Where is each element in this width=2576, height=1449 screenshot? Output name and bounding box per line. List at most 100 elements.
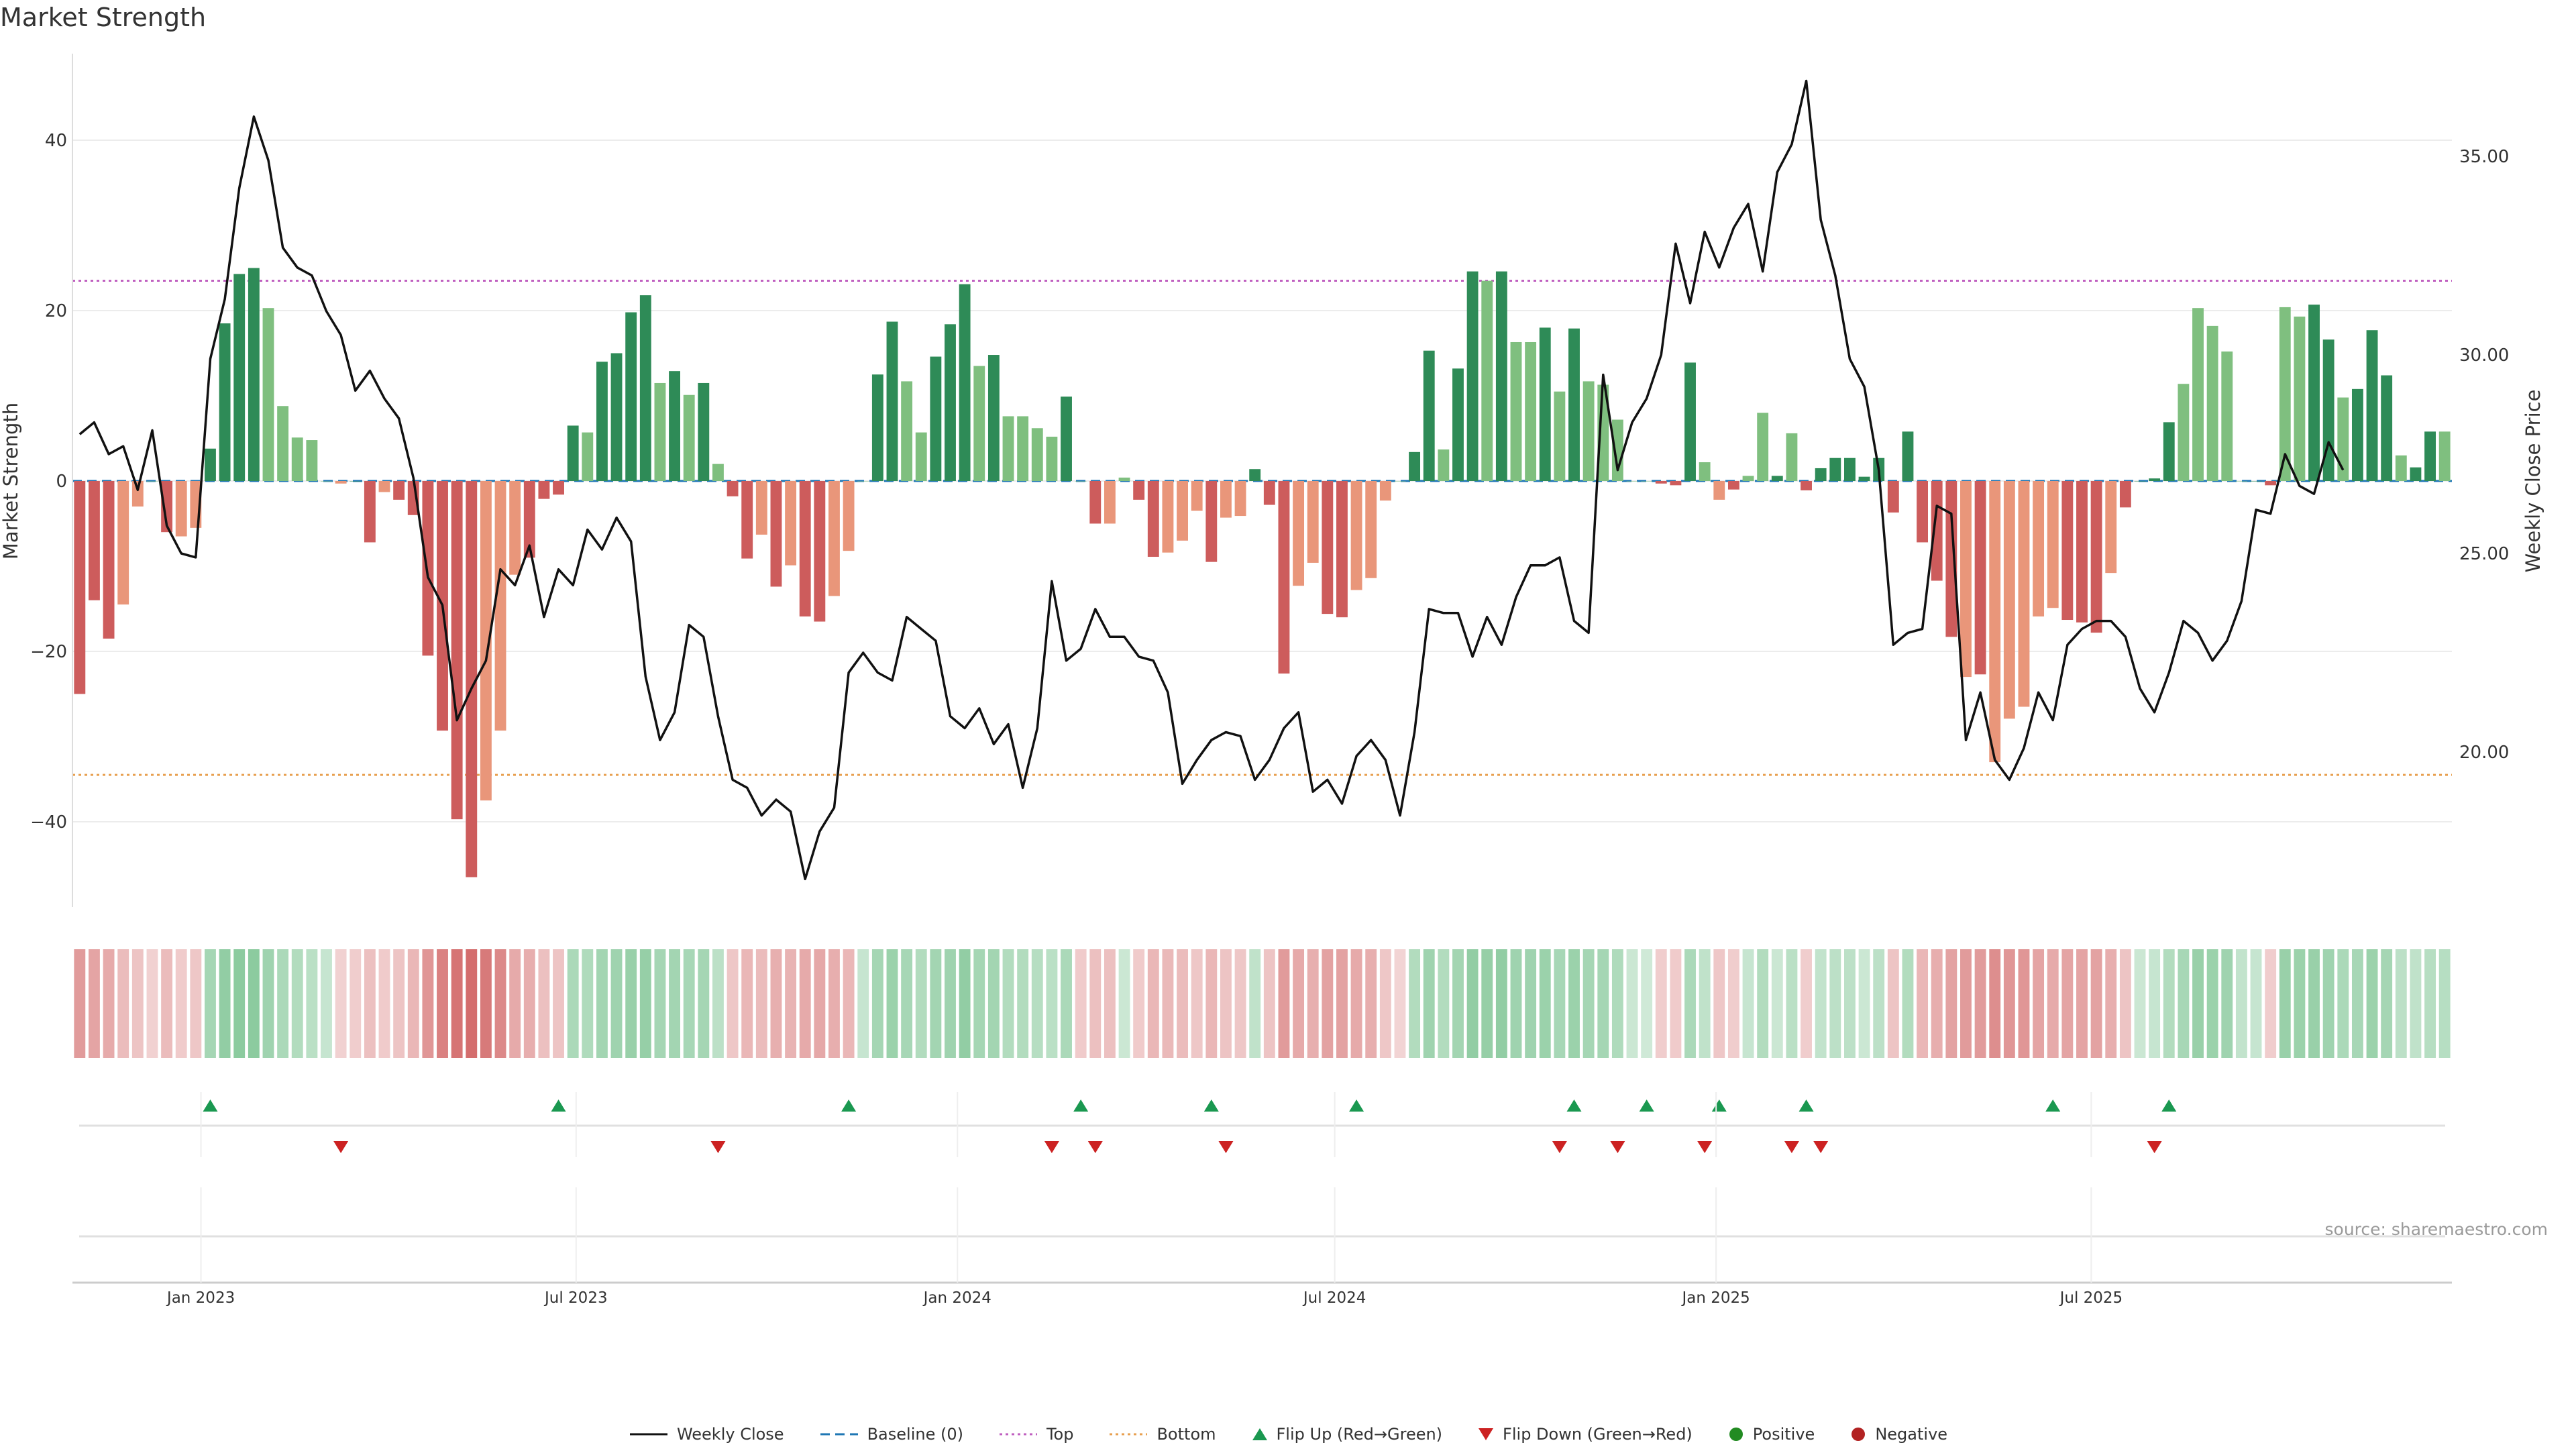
heat-cell: [2294, 949, 2306, 1058]
strength-bar: [2337, 397, 2349, 481]
heat-cell: [2322, 949, 2334, 1058]
strength-bar: [1263, 481, 1275, 505]
heat-cell: [1089, 949, 1102, 1058]
flip-down-marker: [1044, 1141, 1059, 1153]
strength-bar: [1452, 368, 1464, 481]
heat-cell: [1278, 949, 1290, 1058]
legend-item: Flip Down (Green→Red): [1477, 1424, 1693, 1444]
flip-down-marker: [1784, 1141, 1799, 1153]
strength-bar: [987, 355, 1000, 481]
strength-bar: [610, 353, 623, 481]
strength-bar: [1844, 458, 1856, 481]
strength-bar: [945, 324, 956, 481]
flip-up-marker: [1566, 1099, 1582, 1112]
heat-cell: [277, 949, 289, 1058]
strength-bar: [1336, 481, 1348, 618]
strength-bar: [1322, 481, 1334, 614]
heat-cell: [2395, 949, 2407, 1058]
heat-cell: [712, 949, 724, 1058]
heat-cell: [1118, 949, 1130, 1058]
heat-cell: [2018, 949, 2030, 1058]
strength-bar: [727, 481, 739, 496]
heat-cell: [1409, 949, 1421, 1058]
heat-cell: [2337, 949, 2349, 1058]
weekly-close-polyline: [78, 79, 2345, 881]
strength-bar: [350, 481, 362, 482]
strength-bar: [1655, 481, 1667, 484]
heat-cell: [2163, 949, 2175, 1058]
heat-cell: [1960, 949, 1972, 1058]
flip-up-marker: [2045, 1099, 2061, 1112]
flip-up-marker: [203, 1099, 218, 1112]
flip-up-marker: [551, 1099, 566, 1112]
flip-up-marker: [841, 1099, 857, 1112]
heat-cell: [1075, 949, 1087, 1058]
heat-cell: [1829, 949, 1841, 1058]
strength-bar: [2033, 481, 2045, 616]
strength-bar: [567, 425, 579, 481]
heat-cell: [378, 949, 390, 1058]
heat-cell: [2366, 949, 2378, 1058]
strength-bar: [2351, 388, 2363, 481]
strength-bar: [1829, 458, 1841, 481]
heat-cell: [1220, 949, 1232, 1058]
strength-bar: [2279, 307, 2291, 481]
strength-bar: [291, 437, 303, 481]
strength-bar: [1917, 481, 1929, 543]
strength-bar: [393, 481, 405, 500]
strength-bar: [335, 481, 347, 484]
heat-cell: [2410, 949, 2422, 1058]
y-axis-label: Market Strength: [0, 402, 22, 559]
heat-cell: [393, 949, 405, 1058]
heat-cell: [1655, 949, 1667, 1058]
strength-bar: [2410, 467, 2422, 481]
heat-cell: [959, 949, 971, 1058]
flip-down-marker: [1813, 1141, 1829, 1153]
strength-bar: [698, 382, 710, 481]
y2-tick-label: 20.00: [2459, 743, 2509, 763]
y-tick-label: 20: [45, 301, 67, 321]
heat-cell: [1365, 949, 1377, 1058]
axes: −40 −20 0 20 40 20.00 25.00 30.00 35.00 Market St…: [0, 54, 2544, 1307]
heat-cell: [945, 949, 956, 1058]
strength-bar: [2308, 305, 2320, 481]
strength-bar: [1089, 481, 1102, 524]
strength-bar: [233, 274, 246, 481]
heat-cell: [755, 949, 767, 1058]
strength-bar: [219, 323, 231, 481]
heat-cell: [2206, 949, 2218, 1058]
heat-cell: [1046, 949, 1058, 1058]
legend-item: Flip Up (Red→Green): [1251, 1424, 1442, 1444]
strength-bar: [1133, 481, 1145, 500]
strength-bar: [103, 481, 115, 639]
flip-up-marker: [1711, 1099, 1727, 1112]
heat-cell: [2279, 949, 2291, 1058]
x-tick-label: Jan 2023: [166, 1289, 235, 1307]
heat-cell: [219, 949, 231, 1058]
strength-bars: [74, 268, 2451, 877]
strength-bar: [785, 481, 797, 566]
heat-cell: [335, 949, 347, 1058]
strength-bar: [538, 481, 550, 499]
strength-bar: [422, 481, 434, 656]
strength-bar: [321, 481, 332, 482]
flip-up-marker: [1349, 1099, 1364, 1112]
strength-bar: [1989, 481, 2001, 763]
weekly-close-line: [78, 79, 2345, 881]
strength-bar: [2438, 431, 2451, 481]
strength-bar: [1582, 381, 1595, 481]
strength-bar: [930, 356, 942, 481]
flip-up-marker: [2161, 1099, 2177, 1112]
heat-cell: [2033, 949, 2045, 1058]
strength-bar: [770, 481, 782, 587]
strength-bar: [843, 481, 855, 551]
legend-label: Bottom: [1157, 1424, 1216, 1444]
legend-swatch: [999, 1433, 1037, 1435]
strength-bar: [1945, 481, 1957, 637]
y-tick-label: −40: [30, 812, 67, 833]
heat-cell: [1902, 949, 1914, 1058]
strength-bar: [1902, 431, 1914, 481]
legend-swatch: [820, 1433, 858, 1435]
strength-bar: [1974, 481, 1986, 675]
